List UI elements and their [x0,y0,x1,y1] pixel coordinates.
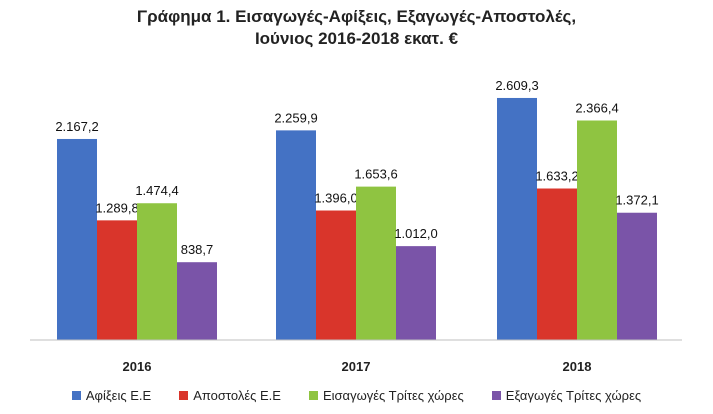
legend-item-series-4: Εξαγωγές Τρίτες χώρες [491,388,642,403]
bar-2018-series-4 [617,212,657,340]
data-label-2017-series-1: 2.259,9 [274,110,317,125]
bar-2016-series-2 [97,220,137,340]
legend-swatch-series-4 [491,391,501,400]
data-label-2016-series-4: 838,7 [181,242,214,257]
legend-label-series-1: Αφίξεις Ε.Ε [85,388,152,403]
data-label-2016-series-1: 2.167,2 [55,119,98,134]
bar-2017-series-2 [316,210,356,340]
category-labels: 2016 2017 2018 [123,359,592,374]
legend-label-series-2: Αποστολές Ε.Ε [193,388,281,403]
legend: Αφίξεις Ε.Ε Αποστολές Ε.Ε Εισαγωγές Τρίτες… [0,388,713,403]
data-label-2017-series-3: 1.653,6 [354,167,397,182]
legend-item-series-2: Αποστολές Ε.Ε [179,388,281,403]
data-label-2017-series-4: 1.012,0 [394,226,437,241]
data-label-2016-series-3: 1.474,4 [135,183,178,198]
chart-title-line1: Γράφημα 1. Εισαγωγές-Αφίξεις, Εξαγωγές-Α… [136,7,577,26]
legend-swatch-series-3 [308,391,318,400]
data-label-2018-series-2: 1.633,2 [535,169,578,184]
data-label-2018-series-4: 1.372,1 [615,193,658,208]
bar-2016-series-3 [137,203,177,340]
data-label-2016-series-2: 1.289,8 [95,200,138,215]
chart-title-line2: Ιούνιος 2016-2018 εκατ. € [254,29,459,48]
legend-swatch-series-2 [179,391,189,400]
bar-2018-series-2 [537,188,577,340]
bar-2017-series-1 [276,130,316,340]
bar-2016-series-4 [177,262,217,340]
legend-swatch-series-1 [71,391,81,400]
bar-2018-series-3 [577,120,617,340]
legend-item-series-3: Εισαγωγές Τρίτες χώρες [308,388,464,403]
category-label-2017: 2017 [342,359,371,374]
bars-group: 2.167,2 1.289,8 1.474,4 838,7 2.259,9 1.396,0… [55,78,659,340]
data-label-2018-series-1: 2.609,3 [495,78,538,93]
bar-chart: 2.167,2 1.289,8 1.474,4 838,7 2.259,9 1.396,0… [30,78,682,374]
bar-2018-series-1 [497,97,537,340]
bar-2017-series-4 [396,246,436,340]
data-label-2017-series-2: 1.396,0 [314,191,357,206]
bar-2016-series-1 [57,138,97,340]
category-label-2018: 2018 [563,359,592,374]
legend-label-series-4: Εξαγωγές Τρίτες χώρες [505,388,642,403]
bar-2017-series-3 [356,186,396,340]
legend-item-series-1: Αφίξεις Ε.Ε [71,388,152,403]
category-label-2016: 2016 [123,359,152,374]
legend-label-series-3: Εισαγωγές Τρίτες χώρες [322,388,464,403]
data-label-2018-series-3: 2.366,4 [575,100,618,115]
